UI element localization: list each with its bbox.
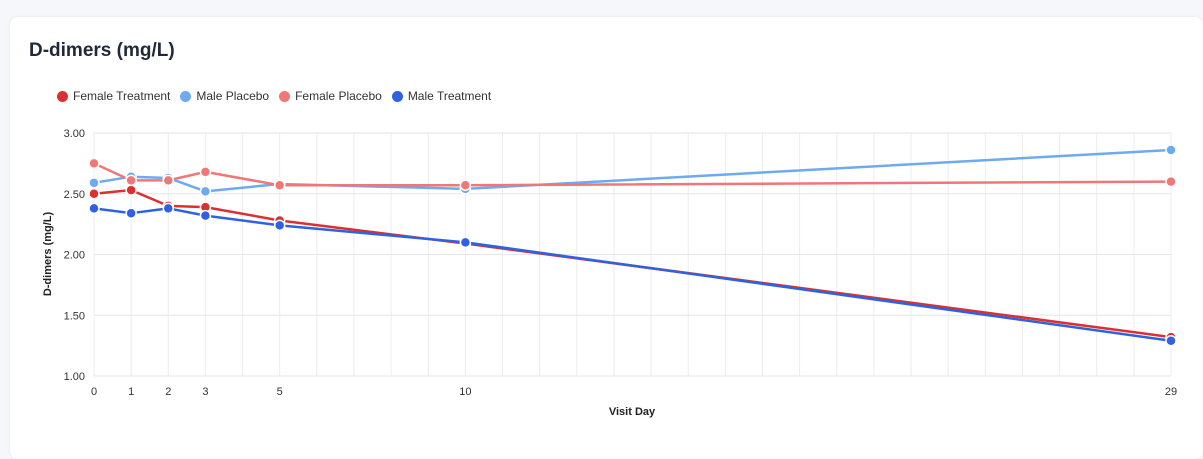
data-point[interactable]	[199, 185, 212, 198]
legend-label: Male Placebo	[196, 89, 270, 103]
data-point[interactable]	[125, 184, 137, 196]
data-point[interactable]	[1165, 144, 1177, 156]
series-lines	[93, 148, 1172, 343]
series-line	[93, 207, 1172, 343]
y-tick-label: 2.50	[64, 189, 85, 201]
data-point[interactable]	[199, 166, 212, 178]
x-tick-label: 3	[202, 386, 208, 398]
series-points	[88, 144, 1177, 347]
data-point[interactable]	[273, 179, 286, 191]
data-point[interactable]	[125, 207, 137, 219]
x-tick-label: 0	[91, 386, 97, 398]
data-point[interactable]	[162, 202, 175, 215]
data-point[interactable]	[1165, 335, 1177, 347]
y-axis-title: D-dimers (mg/L)	[42, 211, 54, 296]
x-tick-label: 2	[165, 386, 171, 398]
data-point[interactable]	[88, 188, 100, 200]
x-axis-title: Visit Day	[609, 406, 656, 418]
legend-item[interactable]: Male Placebo	[180, 89, 269, 103]
data-point[interactable]	[88, 177, 100, 189]
legend-item[interactable]: Female Treatment	[57, 89, 170, 103]
data-point[interactable]	[88, 202, 100, 215]
y-tick-label: 3.00	[64, 128, 85, 140]
x-tick-label: 1	[128, 386, 134, 398]
legend-item[interactable]: Female Placebo	[279, 89, 382, 103]
grid-lines	[93, 132, 1172, 377]
data-point[interactable]	[125, 174, 137, 187]
legend-label: Female Placebo	[295, 89, 382, 103]
legend-item[interactable]: Male Treatment	[391, 89, 492, 103]
y-tick-label: 1.50	[64, 310, 85, 322]
data-point[interactable]	[199, 209, 212, 222]
legend-marker	[391, 90, 403, 102]
legend-marker	[279, 90, 291, 102]
y-tick-label: 1.00	[64, 371, 85, 383]
chart-title: D-dimers (mg/L)	[29, 40, 175, 61]
axis-ticks: 3.00 2.50 2.00 1.50 1.00 0 1 2 3 5 10 29	[64, 128, 1178, 398]
data-point[interactable]	[273, 219, 286, 232]
series-line	[93, 162, 1172, 187]
data-point[interactable]	[88, 157, 100, 170]
data-point[interactable]	[162, 174, 175, 187]
legend-marker	[180, 90, 192, 102]
data-point[interactable]	[459, 236, 472, 249]
legend-label: Female Treatment	[73, 89, 171, 103]
x-tick-label: 29	[1165, 386, 1177, 398]
data-point[interactable]	[1165, 175, 1177, 188]
x-tick-label: 10	[459, 386, 471, 398]
chart-legend: Female Treatment Male Placebo Female Place…	[57, 89, 501, 103]
y-tick-label: 2.00	[64, 250, 85, 262]
x-tick-label: 5	[277, 386, 283, 398]
chart-card	[10, 17, 1203, 459]
data-point[interactable]	[459, 179, 472, 191]
legend-marker	[57, 90, 68, 102]
legend-label: Male Treatment	[407, 89, 492, 103]
